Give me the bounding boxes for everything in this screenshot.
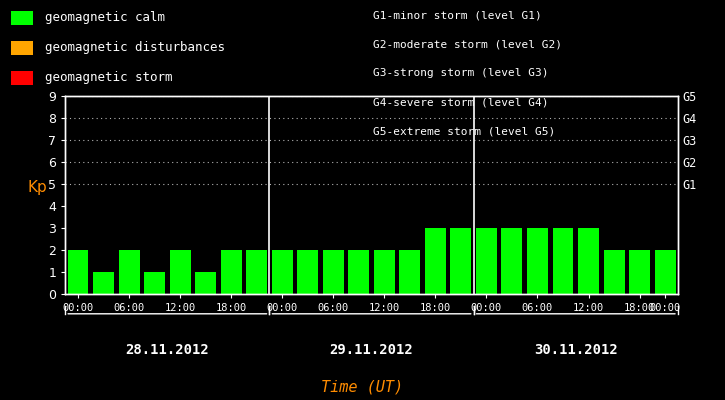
Bar — [144, 272, 165, 294]
Text: geomagnetic disturbances: geomagnetic disturbances — [45, 41, 225, 54]
Text: 30.11.2012: 30.11.2012 — [534, 344, 618, 358]
Bar — [247, 250, 267, 294]
Bar — [476, 228, 497, 294]
Text: G2-moderate storm (level G2): G2-moderate storm (level G2) — [373, 39, 563, 49]
Text: G3-strong storm (level G3): G3-strong storm (level G3) — [373, 68, 549, 78]
Bar — [578, 228, 599, 294]
Bar — [629, 250, 650, 294]
Text: G5-extreme storm (level G5): G5-extreme storm (level G5) — [373, 127, 555, 137]
Text: 29.11.2012: 29.11.2012 — [330, 344, 413, 358]
Text: G1-minor storm (level G1): G1-minor storm (level G1) — [373, 10, 542, 20]
Bar — [502, 228, 523, 294]
Text: 28.11.2012: 28.11.2012 — [125, 344, 210, 358]
Bar — [297, 250, 318, 294]
Text: geomagnetic calm: geomagnetic calm — [45, 11, 165, 24]
Bar — [604, 250, 624, 294]
Bar — [170, 250, 191, 294]
Bar — [272, 250, 293, 294]
Bar — [67, 250, 88, 294]
Bar — [527, 228, 548, 294]
Text: geomagnetic storm: geomagnetic storm — [45, 71, 173, 84]
Bar — [348, 250, 369, 294]
Bar — [425, 228, 446, 294]
Bar — [399, 250, 420, 294]
Bar — [119, 250, 139, 294]
Text: G4-severe storm (level G4): G4-severe storm (level G4) — [373, 98, 549, 108]
Bar — [552, 228, 573, 294]
Bar — [195, 272, 216, 294]
Bar — [655, 250, 676, 294]
Text: Time (UT): Time (UT) — [321, 379, 404, 394]
Bar — [450, 228, 471, 294]
Bar — [93, 272, 114, 294]
Bar — [220, 250, 241, 294]
Bar — [374, 250, 395, 294]
Bar — [323, 250, 344, 294]
Y-axis label: Kp: Kp — [28, 180, 47, 195]
